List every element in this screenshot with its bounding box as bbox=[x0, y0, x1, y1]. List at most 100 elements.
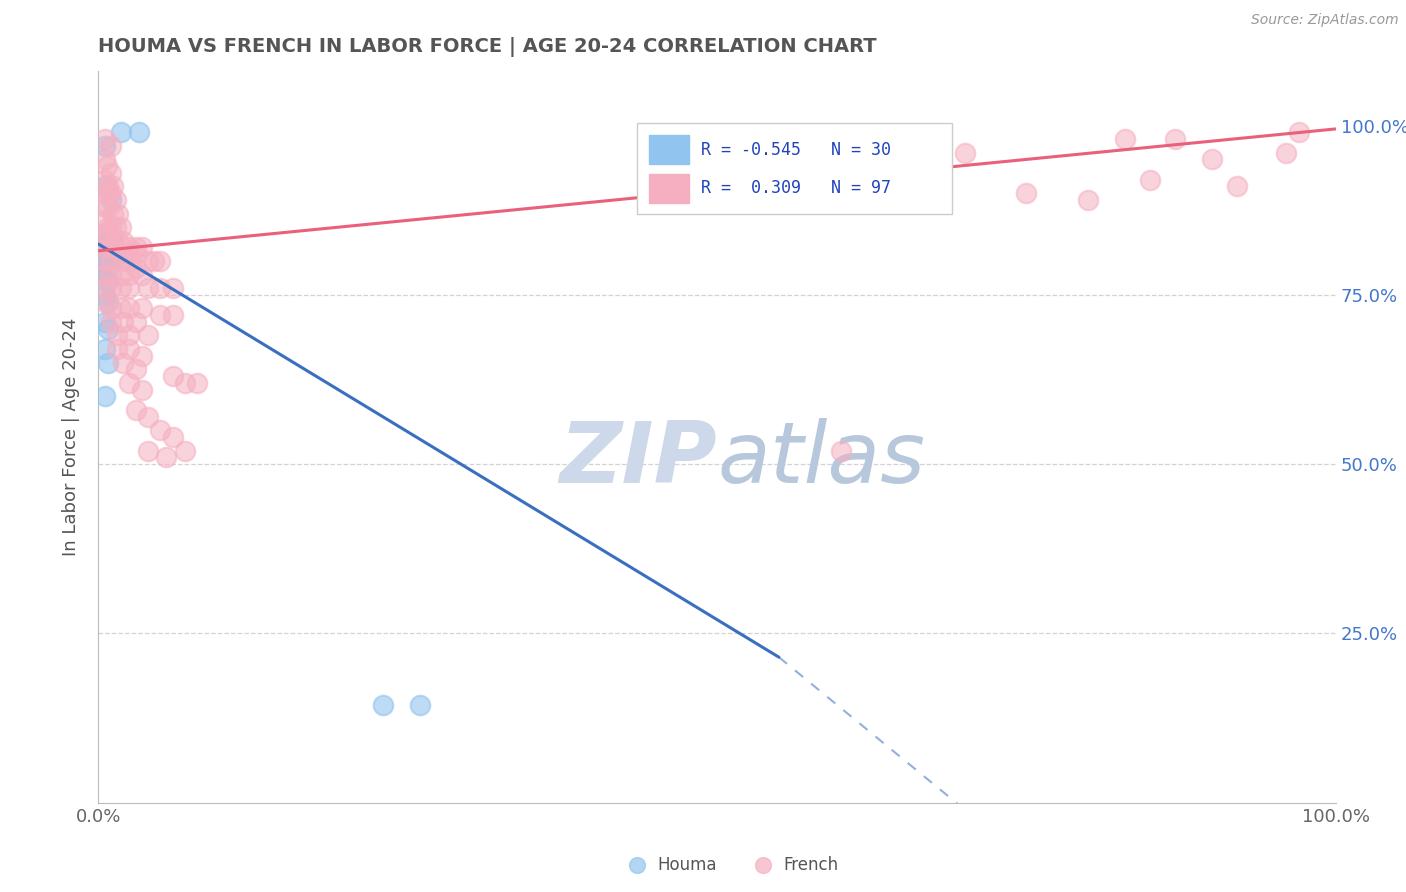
Point bbox=[371, 698, 394, 712]
Point bbox=[93, 240, 115, 254]
Point bbox=[155, 450, 177, 465]
Point bbox=[97, 186, 120, 201]
Point bbox=[97, 294, 120, 309]
Point bbox=[93, 268, 115, 282]
Point bbox=[100, 139, 122, 153]
Point bbox=[97, 274, 120, 288]
Text: HOUMA VS FRENCH IN LABOR FORCE | AGE 20-24 CORRELATION CHART: HOUMA VS FRENCH IN LABOR FORCE | AGE 20-… bbox=[98, 37, 877, 57]
Point bbox=[1139, 172, 1161, 186]
FancyBboxPatch shape bbox=[637, 122, 952, 214]
Point bbox=[1275, 145, 1298, 160]
Point bbox=[96, 159, 118, 173]
Point bbox=[804, 153, 827, 167]
Point bbox=[93, 132, 115, 146]
Point bbox=[93, 260, 115, 275]
Point bbox=[93, 200, 115, 214]
Point bbox=[97, 322, 120, 336]
Point bbox=[104, 220, 127, 235]
Point bbox=[97, 240, 120, 254]
Point bbox=[93, 254, 115, 268]
Point bbox=[100, 301, 122, 316]
Point bbox=[112, 234, 135, 248]
Bar bbox=[650, 174, 689, 203]
Point bbox=[149, 308, 172, 322]
Point bbox=[93, 281, 115, 295]
Point bbox=[131, 240, 153, 254]
Point bbox=[100, 166, 122, 180]
Point bbox=[93, 227, 115, 241]
Point bbox=[1164, 132, 1187, 146]
Point bbox=[1288, 125, 1310, 139]
Point bbox=[97, 240, 120, 254]
Point bbox=[118, 342, 141, 356]
Point bbox=[174, 443, 197, 458]
Point bbox=[149, 423, 172, 437]
Point bbox=[93, 254, 115, 268]
Point bbox=[162, 308, 184, 322]
Point bbox=[143, 254, 166, 268]
Text: R = -0.545   N = 30: R = -0.545 N = 30 bbox=[702, 141, 891, 159]
Point bbox=[136, 443, 159, 458]
Y-axis label: In Labor Force | Age 20-24: In Labor Force | Age 20-24 bbox=[62, 318, 80, 557]
Point bbox=[100, 193, 122, 207]
Point bbox=[118, 247, 141, 261]
Point bbox=[131, 301, 153, 316]
Point bbox=[162, 281, 184, 295]
Point bbox=[100, 220, 122, 235]
Point bbox=[409, 698, 432, 712]
Point bbox=[105, 342, 128, 356]
Point bbox=[93, 186, 115, 201]
Point bbox=[1077, 193, 1099, 207]
Point bbox=[103, 179, 125, 194]
Point bbox=[124, 240, 146, 254]
Point bbox=[97, 179, 120, 194]
Point bbox=[118, 328, 141, 343]
Point bbox=[93, 288, 115, 302]
Point bbox=[118, 254, 141, 268]
Point bbox=[107, 234, 129, 248]
Point bbox=[97, 260, 120, 275]
Point bbox=[1226, 179, 1249, 194]
Point bbox=[162, 430, 184, 444]
Point bbox=[93, 172, 115, 186]
Point bbox=[626, 854, 648, 868]
Point bbox=[93, 179, 115, 194]
Point bbox=[830, 443, 852, 458]
Point bbox=[100, 268, 122, 282]
Text: ZIP: ZIP bbox=[560, 417, 717, 500]
Point bbox=[131, 349, 153, 363]
Text: atlas: atlas bbox=[717, 417, 925, 500]
Point bbox=[128, 125, 150, 139]
Bar bbox=[650, 135, 689, 164]
Point bbox=[100, 254, 122, 268]
Point bbox=[124, 247, 146, 261]
Point bbox=[149, 281, 172, 295]
Point bbox=[118, 268, 141, 282]
Point bbox=[100, 240, 122, 254]
Point bbox=[110, 301, 132, 316]
Point bbox=[93, 240, 115, 254]
Point bbox=[110, 268, 132, 282]
Text: R =  0.309   N = 97: R = 0.309 N = 97 bbox=[702, 179, 891, 197]
Point bbox=[97, 355, 120, 369]
Point bbox=[103, 206, 125, 220]
Point bbox=[112, 254, 135, 268]
Point bbox=[97, 254, 120, 268]
Point bbox=[93, 227, 115, 241]
Point bbox=[124, 260, 146, 275]
Point bbox=[97, 220, 120, 235]
Point bbox=[162, 369, 184, 384]
Point bbox=[186, 376, 208, 390]
Text: Source: ZipAtlas.com: Source: ZipAtlas.com bbox=[1251, 13, 1399, 28]
Point bbox=[110, 281, 132, 295]
Point bbox=[100, 186, 122, 201]
Point bbox=[110, 220, 132, 235]
Point bbox=[93, 389, 115, 403]
Point bbox=[107, 206, 129, 220]
Point bbox=[104, 193, 127, 207]
Point bbox=[103, 240, 125, 254]
Text: French: French bbox=[785, 856, 839, 874]
Point bbox=[112, 355, 135, 369]
Point bbox=[118, 376, 141, 390]
Point bbox=[103, 234, 125, 248]
